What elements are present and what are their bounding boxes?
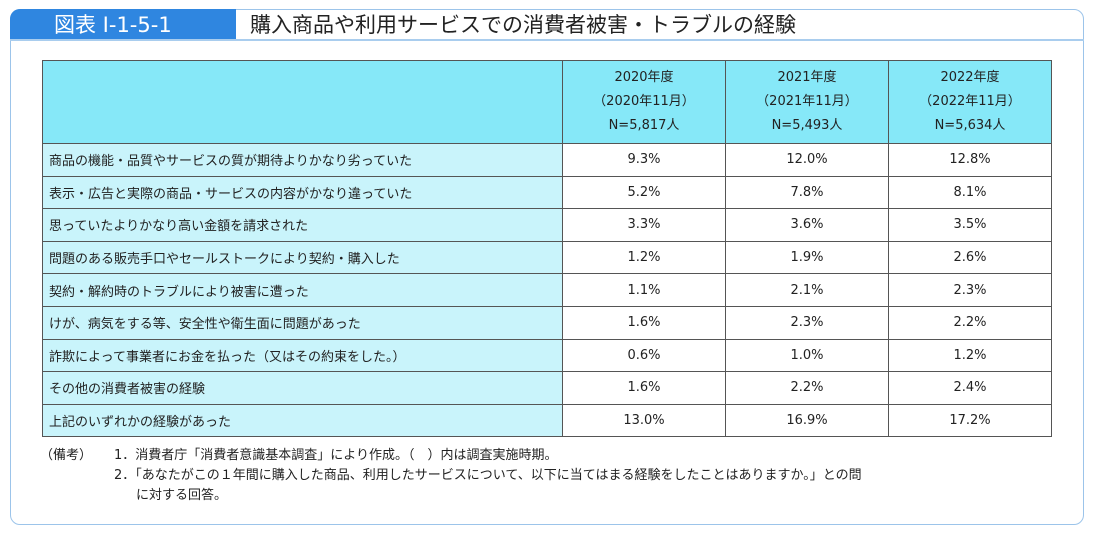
row-value: 1.0% <box>725 338 889 373</box>
header-blank <box>42 60 563 144</box>
table-row: 表示・広告と実際の商品・サービスの内容がかなり違っていた 5.2% 7.8% 8.1% <box>42 175 1052 210</box>
row-value: 1.2% <box>562 240 726 275</box>
header-year: 2020年度 <box>614 70 674 85</box>
table-row: 思っていたよりかなり高い金額を請求された 3.3% 3.6% 3.5% <box>42 208 1052 242</box>
note-2-cont: に対する回答。 <box>136 488 228 503</box>
table-row: 契約・解約時のトラブルにより被害に遭った 1.1% 2.1% 2.3% <box>42 273 1052 307</box>
row-label: 上記のいずれかの経験があった <box>42 403 563 438</box>
table-row: 商品の機能・品質やサービスの質が期待よりかなり劣っていた 9.3% 12.0% 12.… <box>42 143 1052 177</box>
header-period: （2021年11月） <box>756 94 858 109</box>
header-year: 2021年度 <box>777 70 837 85</box>
figure-panel <box>10 9 1084 525</box>
row-value: 0.6% <box>562 338 726 373</box>
row-value: 7.8% <box>725 175 889 210</box>
header-2022: 2022年度 （2022年11月） N=5,634人 <box>888 60 1052 144</box>
figure-title: 購入商品や利用サービスでの消費者被害・トラブルの経験 <box>250 13 796 37</box>
row-label: 契約・解約時のトラブルにより被害に遭った <box>42 273 563 307</box>
row-value: 3.5% <box>888 208 1052 242</box>
header-n: N=5,634人 <box>934 118 1006 133</box>
table-row: 問題のある販売手口やセールストークにより契約・購入した 1.2% 1.9% 2.6% <box>42 240 1052 275</box>
row-value: 13.0% <box>562 403 726 438</box>
row-value: 12.0% <box>725 143 889 177</box>
row-value: 1.9% <box>725 240 889 275</box>
row-value: 1.1% <box>562 273 726 307</box>
table-header-row: 2020年度 （2020年11月） N=5,817人 2021年度 （2021年11月… <box>42 60 1052 144</box>
figure-title-bar: 図表 I-1-5-1 購入商品や利用サービスでの消費者被害・トラブルの経験 <box>10 9 1084 41</box>
table-row: 上記のいずれかの経験があった 13.0% 16.9% 17.2% <box>42 403 1052 438</box>
header-period: （2020年11月） <box>593 94 695 109</box>
row-value: 1.2% <box>888 338 1052 373</box>
note-2: 2．「あなたがこの１年間に購入した商品、利用したサービスについて、以下に当てはま… <box>114 468 862 483</box>
table-row: けが、病気をする等、安全性や衛生面に問題があった 1.6% 2.3% 2.2% <box>42 305 1052 340</box>
header-2020: 2020年度 （2020年11月） N=5,817人 <box>562 60 726 144</box>
header-period: （2022年11月） <box>919 94 1021 109</box>
note-1: 1．消費者庁「消費者意識基本調査」により作成。（ ）内は調査実施時期。 <box>114 448 558 463</box>
figure-number: 図表 I-1-5-1 <box>10 9 236 39</box>
table-row: その他の消費者被害の経験 1.6% 2.2% 2.4% <box>42 371 1052 405</box>
notes-heading: （備考） <box>40 448 93 463</box>
row-value: 2.2% <box>888 305 1052 340</box>
row-value: 8.1% <box>888 175 1052 210</box>
data-table: 2020年度 （2020年11月） N=5,817人 2021年度 （2021年11月… <box>42 60 1052 438</box>
row-value: 2.3% <box>888 273 1052 307</box>
header-2021: 2021年度 （2021年11月） N=5,493人 <box>725 60 889 144</box>
row-value: 3.3% <box>562 208 726 242</box>
row-value: 9.3% <box>562 143 726 177</box>
row-value: 16.9% <box>725 403 889 438</box>
row-value: 12.8% <box>888 143 1052 177</box>
row-label: 商品の機能・品質やサービスの質が期待よりかなり劣っていた <box>42 143 563 177</box>
row-value: 2.1% <box>725 273 889 307</box>
row-label: 表示・広告と実際の商品・サービスの内容がかなり違っていた <box>42 175 563 210</box>
row-label: けが、病気をする等、安全性や衛生面に問題があった <box>42 305 563 340</box>
row-value: 1.6% <box>562 371 726 405</box>
row-label: その他の消費者被害の経験 <box>42 371 563 405</box>
row-label: 問題のある販売手口やセールストークにより契約・購入した <box>42 240 563 275</box>
header-n: N=5,493人 <box>771 118 843 133</box>
notes: （備考） 1．消費者庁「消費者意識基本調査」により作成。（ ）内は調査実施時期。 … <box>40 446 862 506</box>
row-value: 2.4% <box>888 371 1052 405</box>
row-value: 2.6% <box>888 240 1052 275</box>
header-year: 2022年度 <box>940 70 1000 85</box>
table-row: 詐欺によって事業者にお金を払った（又はその約束をした。） 0.6% 1.0% 1.2% <box>42 338 1052 373</box>
row-value: 2.2% <box>725 371 889 405</box>
row-value: 3.6% <box>725 208 889 242</box>
row-label: 詐欺によって事業者にお金を払った（又はその約束をした。） <box>42 338 563 373</box>
header-n: N=5,817人 <box>608 118 680 133</box>
row-value: 1.6% <box>562 305 726 340</box>
row-value: 17.2% <box>888 403 1052 438</box>
row-value: 2.3% <box>725 305 889 340</box>
row-label: 思っていたよりかなり高い金額を請求された <box>42 208 563 242</box>
row-value: 5.2% <box>562 175 726 210</box>
